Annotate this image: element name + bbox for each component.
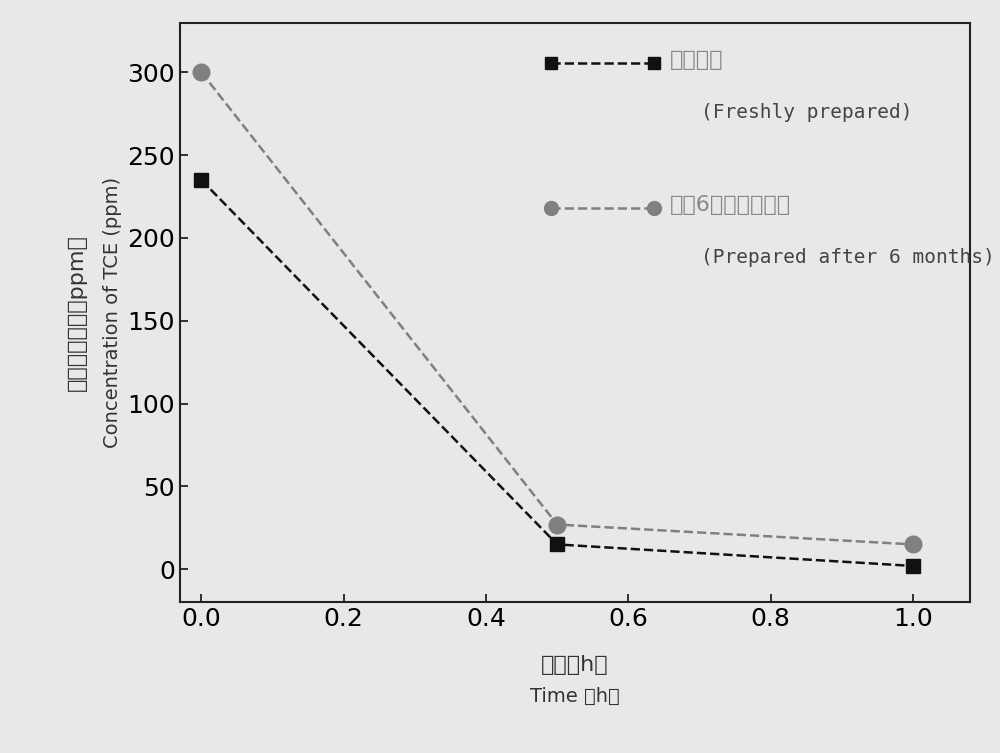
- Text: 三氯乙烯浓度（ppm）: 三氯乙烯浓度（ppm）: [67, 234, 87, 391]
- Text: Concentration of TCE (ppm): Concentration of TCE (ppm): [103, 177, 122, 448]
- Text: 时间（h）: 时间（h）: [541, 654, 609, 675]
- Text: Time （h）: Time （h）: [530, 687, 620, 706]
- Text: 放田6个月以后样品: 放田6个月以后样品: [670, 195, 791, 215]
- Text: (Prepared after 6 months): (Prepared after 6 months): [701, 248, 995, 267]
- Text: (Freshly prepared): (Freshly prepared): [701, 103, 913, 122]
- Text: 新制样品: 新制样品: [670, 50, 723, 70]
